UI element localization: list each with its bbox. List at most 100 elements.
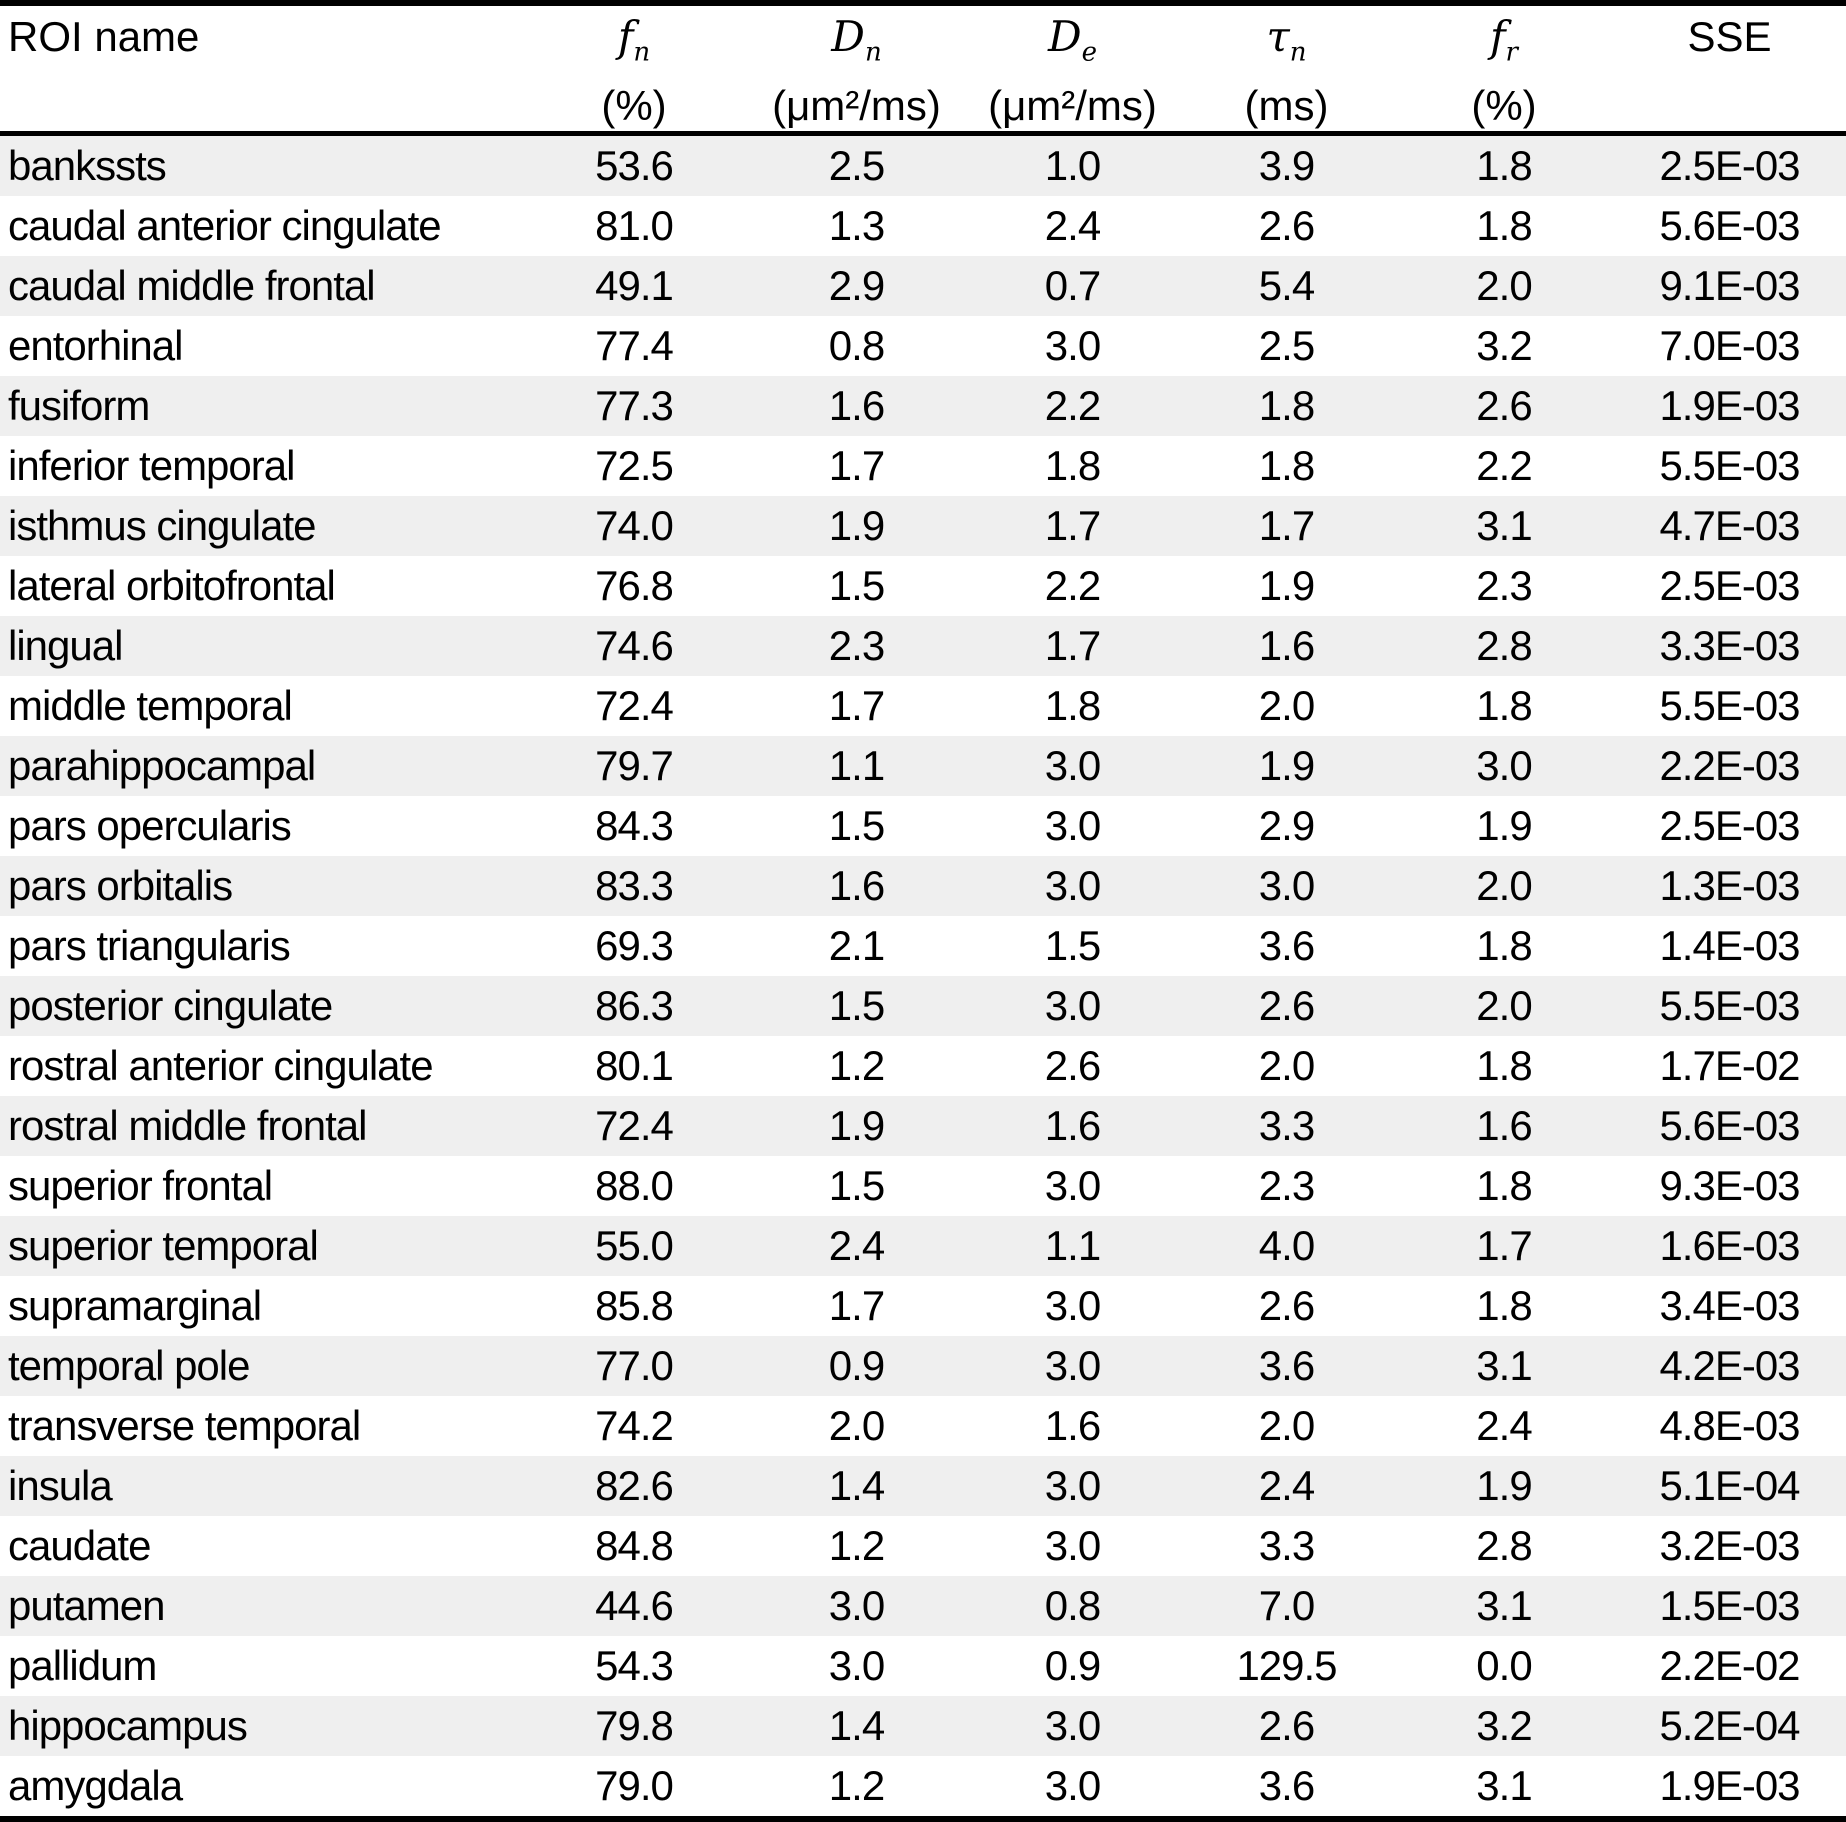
value-cell: 3.0 <box>1044 1702 1101 1750</box>
value-cell: 1.5 <box>828 1162 885 1210</box>
value-cell: 1.2 <box>828 1042 885 1090</box>
value-cell: 7.0E-03 <box>1659 322 1800 370</box>
table-row: rostral middle frontal 72.4 1.9 1.6 3.3 1.6 5.… <box>0 1096 1846 1157</box>
value-cell: 1.8 <box>1258 382 1315 430</box>
value-cell: 4.2E-03 <box>1659 1342 1800 1390</box>
table-row: caudal middle frontal 49.1 2.9 0.7 5.4 2.0 9.1… <box>0 256 1846 317</box>
value-cell: 2.0 <box>828 1402 885 1450</box>
table-row: putamen 44.6 3.0 0.8 7.0 3.1 1.5E-03 <box>0 1576 1846 1637</box>
value-cell: 2.6 <box>1258 1702 1315 1750</box>
roi-name-cell: insula <box>8 1462 113 1510</box>
table-row: pallidum 54.3 3.0 0.9 129.5 0.0 2.2E-02 <box>0 1636 1846 1697</box>
fn-unit: (%) <box>601 82 667 130</box>
value-cell: 3.9 <box>1258 142 1315 190</box>
value-cell: 2.5E-03 <box>1659 142 1800 190</box>
roi-name-cell: rostral middle frontal <box>8 1102 367 1150</box>
table-row: temporal pole 77.0 0.9 3.0 3.6 3.1 4.2E-03 <box>0 1336 1846 1397</box>
column-header-de: De (μm²/ms) <box>967 3 1178 137</box>
value-cell: 76.8 <box>595 562 674 610</box>
roi-name-cell: superior frontal <box>8 1162 273 1210</box>
value-cell: 1.6 <box>1476 1102 1532 1150</box>
value-cell: 69.3 <box>595 922 674 970</box>
value-cell: 1.6E-03 <box>1659 1222 1800 1270</box>
value-cell: 3.0 <box>1044 1342 1101 1390</box>
value-cell: 2.2 <box>1044 382 1101 430</box>
value-cell: 44.6 <box>595 1582 674 1630</box>
value-cell: 81.0 <box>595 202 674 250</box>
value-cell: 3.2 <box>1476 322 1532 370</box>
value-cell: 1.8 <box>1476 142 1532 190</box>
value-cell: 2.5 <box>828 142 885 190</box>
value-cell: 2.4 <box>1044 202 1101 250</box>
table-row: pars orbitalis 83.3 1.6 3.0 3.0 2.0 1.3E-03 <box>0 856 1846 917</box>
value-cell: 1.7 <box>828 682 885 730</box>
value-cell: 2.0 <box>1476 862 1532 910</box>
value-cell: 5.1E-04 <box>1659 1462 1800 1510</box>
value-cell: 3.1 <box>1476 1582 1532 1630</box>
value-cell: 3.0 <box>1044 1762 1101 1810</box>
value-cell: 2.3 <box>828 622 885 670</box>
value-cell: 53.6 <box>595 142 674 190</box>
value-cell: 1.8 <box>1258 442 1315 490</box>
roi-name-cell: pallidum <box>8 1642 157 1690</box>
dn-symbol: Dn <box>831 12 882 68</box>
value-cell: 7.0 <box>1258 1582 1315 1630</box>
dn-unit: (μm²/ms) <box>772 82 941 130</box>
roi-name-cell: superior temporal <box>8 1222 319 1270</box>
roi-name-cell: isthmus cingulate <box>8 502 317 550</box>
value-cell: 3.0 <box>1044 1522 1101 1570</box>
value-cell: 0.9 <box>828 1342 885 1390</box>
value-cell: 1.2 <box>828 1522 885 1570</box>
value-cell: 2.8 <box>1476 1522 1532 1570</box>
table-row: posterior cingulate 86.3 1.5 3.0 2.6 2.0 5.5E-… <box>0 976 1846 1037</box>
roi-name-cell: fusiform <box>8 382 150 430</box>
value-cell: 2.0 <box>1258 1042 1315 1090</box>
header-row: ROI name fn (%) Dn (μm²/ms) De (μm²/ms) … <box>0 3 1846 137</box>
value-cell: 77.3 <box>595 382 674 430</box>
value-cell: 1.2 <box>828 1762 885 1810</box>
value-cell: 80.1 <box>595 1042 674 1090</box>
value-cell: 1.6 <box>1044 1102 1101 1150</box>
value-cell: 1.8 <box>1476 1042 1532 1090</box>
roi-name-cell: bankssts <box>8 142 167 190</box>
value-cell: 5.4 <box>1258 262 1315 310</box>
fr-symbol: fr <box>1490 12 1518 68</box>
value-cell: 2.9 <box>828 262 885 310</box>
value-cell: 0.8 <box>828 322 885 370</box>
column-header-tn: τn (ms) <box>1178 3 1395 137</box>
value-cell: 3.0 <box>1044 1462 1101 1510</box>
value-cell: 2.1 <box>828 922 885 970</box>
value-cell: 1.6 <box>1044 1402 1101 1450</box>
value-cell: 2.5E-03 <box>1659 802 1800 850</box>
roi-name-cell: caudal anterior cingulate <box>8 202 442 250</box>
value-cell: 72.5 <box>595 442 674 490</box>
table-row: transverse temporal 74.2 2.0 1.6 2.0 2.4 4.8E-… <box>0 1396 1846 1457</box>
value-cell: 1.7 <box>828 442 885 490</box>
roi-name-cell: pars triangularis <box>8 922 291 970</box>
value-cell: 1.7 <box>828 1282 885 1330</box>
value-cell: 3.0 <box>1044 1282 1101 1330</box>
value-cell: 1.7 <box>1044 622 1101 670</box>
roi-name-cell: lingual <box>8 622 123 670</box>
table-row: parahippocampal 79.7 1.1 3.0 1.9 3.0 2.2E-03 <box>0 736 1846 797</box>
value-cell: 72.4 <box>595 1102 674 1150</box>
tn-symbol: τn <box>1266 12 1307 68</box>
roi-name-cell: transverse temporal <box>8 1402 361 1450</box>
table-row: superior frontal 88.0 1.5 3.0 2.3 1.8 9.3E-03 <box>0 1156 1846 1217</box>
value-cell: 4.8E-03 <box>1659 1402 1800 1450</box>
value-cell: 0.7 <box>1044 262 1101 310</box>
value-cell: 1.9 <box>1476 802 1532 850</box>
roi-name-cell: hippocampus <box>8 1702 248 1750</box>
value-cell: 2.2E-03 <box>1659 742 1800 790</box>
fr-unit: (%) <box>1471 82 1537 130</box>
column-header-dn: Dn (μm²/ms) <box>746 3 967 137</box>
roi-name-cell: middle temporal <box>8 682 293 730</box>
value-cell: 1.9 <box>1258 742 1315 790</box>
tn-unit: (ms) <box>1244 82 1329 130</box>
value-cell: 3.0 <box>828 1582 885 1630</box>
roi-name-cell: supramarginal <box>8 1282 262 1330</box>
value-cell: 1.0 <box>1044 142 1101 190</box>
value-cell: 3.3 <box>1258 1102 1315 1150</box>
value-cell: 2.5E-03 <box>1659 562 1800 610</box>
value-cell: 1.3E-03 <box>1659 862 1800 910</box>
